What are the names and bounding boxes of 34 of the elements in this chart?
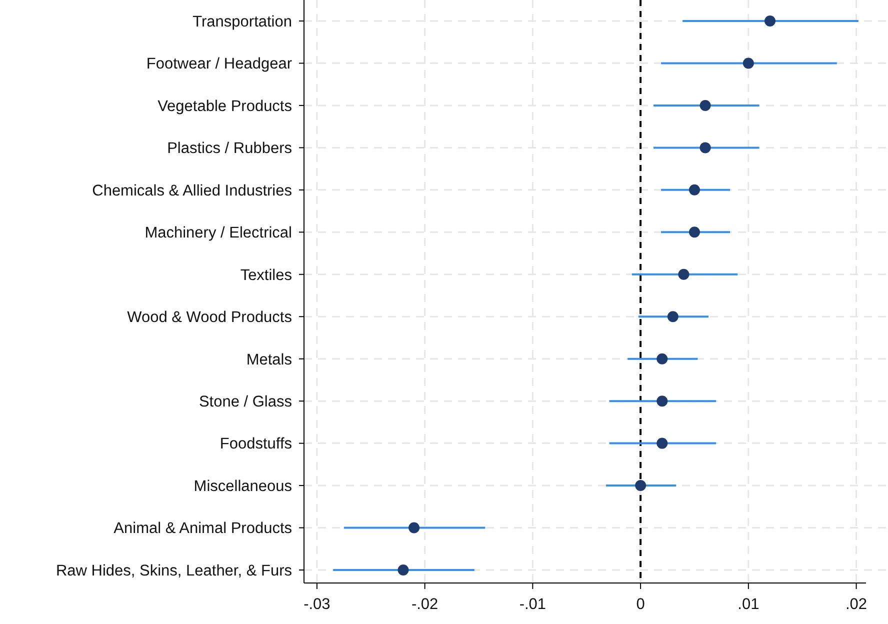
- y-tick-label: Wood & Wood Products: [127, 309, 292, 326]
- y-tick-label: Footwear / Headgear: [146, 56, 292, 73]
- y-tick-label: Vegetable Products: [158, 98, 292, 115]
- point: [656, 353, 668, 364]
- point: [656, 438, 668, 449]
- point: [678, 268, 690, 280]
- point: [635, 480, 646, 492]
- x-tick-label: .02: [846, 596, 868, 613]
- point: [700, 100, 711, 111]
- x-tick-label: 0: [636, 596, 646, 613]
- y-tick-label: Chemicals & Allied Industries: [92, 182, 292, 200]
- x-tick-label: -.02: [411, 596, 438, 613]
- point: [656, 396, 668, 407]
- point: [408, 522, 420, 534]
- point: [398, 564, 409, 576]
- y-tick-label: Textiles: [240, 266, 292, 284]
- point: [688, 226, 700, 238]
- y-tick-label: Foodstuffs: [220, 436, 292, 453]
- point: [742, 58, 754, 69]
- y-tick-label: Animal & Animal Products: [114, 520, 292, 538]
- x-tick-label: .01: [738, 596, 760, 613]
- y-tick-label: Machinery / Electrical: [144, 224, 292, 242]
- y-tick-label: Metals: [246, 351, 292, 368]
- y-tick-label: Raw Hides, Skins, Leather, & Furs: [56, 562, 292, 580]
- y-tick-label: Miscellaneous: [194, 478, 292, 495]
- point: [764, 16, 776, 26]
- point: [688, 184, 700, 196]
- x-tick-label: -.01: [519, 596, 546, 613]
- x-tick-label: -.03: [304, 596, 330, 613]
- point: [700, 142, 711, 154]
- point: [667, 311, 678, 322]
- y-tick-label: Stone / Glass: [198, 394, 292, 410]
- y-tick-label: Transportation: [192, 13, 292, 30]
- y-tick-label: Plastics / Rubbers: [167, 140, 292, 158]
